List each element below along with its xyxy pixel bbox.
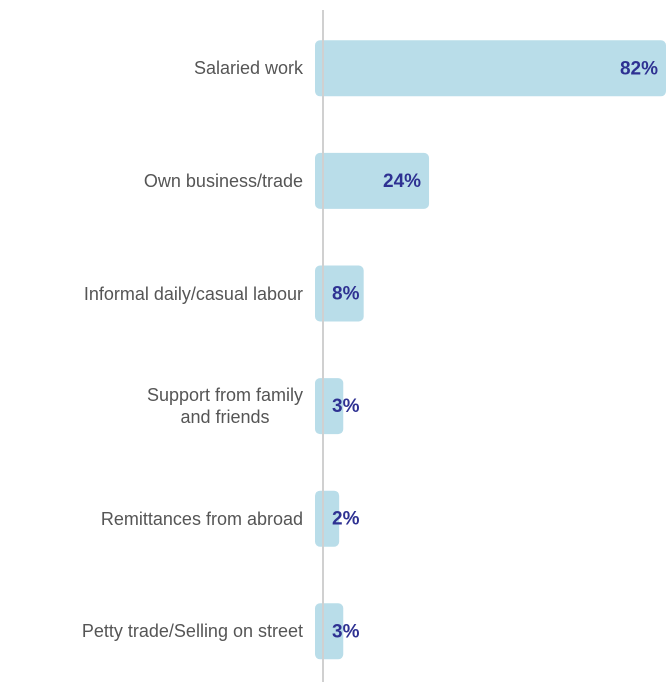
bar (315, 40, 666, 97)
category-label: Informal daily/casual labour (83, 283, 303, 304)
category-label: Own business/trade (143, 170, 303, 191)
data-label: 3% (332, 621, 360, 642)
data-label: 2% (332, 509, 360, 530)
bar (315, 152, 430, 209)
data-label: 3% (332, 396, 360, 417)
category-label: Support from family and friends (146, 385, 303, 428)
category-label: Petty trade/Selling on street (81, 621, 303, 642)
data-label: 8% (332, 284, 360, 305)
category-label: Remittances from abroad (100, 508, 303, 529)
category-label: Salaried work (193, 58, 303, 79)
data-label: 24% (383, 171, 421, 192)
bar (315, 490, 340, 547)
bar (315, 265, 364, 322)
data-label: 82% (620, 58, 658, 79)
